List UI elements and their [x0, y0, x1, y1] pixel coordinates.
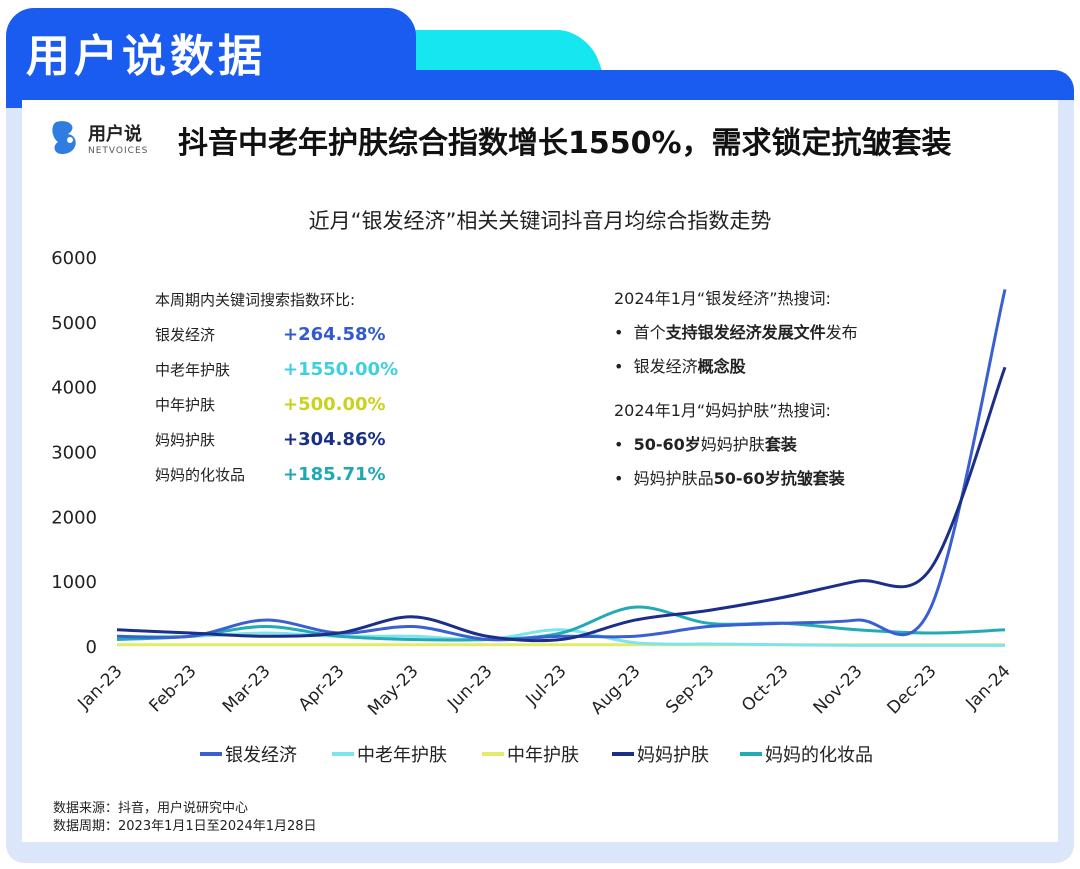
stat-row: 中老年护肤 +1550.00%	[155, 352, 398, 387]
stat-row: 中年护肤 +500.00%	[155, 387, 398, 422]
stat-value: +1550.00%	[283, 359, 399, 380]
stat-row: 银发经济 +264.58%	[155, 317, 398, 352]
x-tick-label: Sep-23	[662, 661, 718, 717]
hot-heading-2: 2024年1月“妈妈护肤”热搜词:	[614, 401, 831, 420]
x-tick-label: Feb-23	[145, 661, 200, 716]
x-tick-label: Apr-23	[295, 661, 349, 715]
stats-box: 本周期内关键词搜索指数环比: 银发经济 +264.58% 中老年护肤 +1550.00…	[155, 282, 398, 492]
legend-label: 中老年护肤	[357, 745, 447, 766]
series-line	[116, 366, 1007, 643]
y-tick-label: 5000	[51, 313, 97, 334]
stat-row: 妈妈护肤 +304.86%	[155, 422, 398, 457]
hot-words: 2024年1月“银发经济”热搜词: • 首个支持银发经济发展文件发布 • 银发经…	[614, 282, 858, 496]
series-line	[116, 289, 1007, 642]
stat-value: +304.86%	[283, 429, 386, 450]
x-tick-label: May-23	[364, 661, 422, 719]
series-line	[116, 605, 1006, 642]
period-line: 数据周期：2023年1月1日至2024年1月28日	[53, 819, 317, 834]
brand-title: 用户说数据	[26, 31, 266, 82]
stat-value: +264.58%	[283, 324, 386, 345]
source-line: 数据来源：抖音，用户说研究中心	[53, 801, 249, 816]
stat-label: 妈妈的化妆品	[155, 466, 246, 484]
hot-item: • 妈妈护肤品50-60岁抗皱套装	[614, 469, 845, 488]
y-tick-label: 0	[86, 637, 97, 658]
hot-item: • 银发经济概念股	[614, 357, 746, 376]
hot-heading-1: 2024年1月“银发经济”热搜词:	[614, 289, 831, 308]
content-panel	[22, 100, 1058, 842]
stat-row: 妈妈的化妆品 +185.71%	[155, 457, 398, 492]
header-tab	[6, 8, 416, 108]
stats-heading: 本周期内关键词搜索指数环比:	[155, 291, 356, 309]
x-tick-label: Dec-23	[883, 661, 940, 718]
y-tick-label: 2000	[51, 507, 97, 528]
logo-icon	[52, 121, 76, 154]
legend-label: 中年护肤	[507, 745, 579, 766]
stat-value: +185.71%	[283, 464, 386, 485]
hot-item: • 首个支持银发经济发展文件发布	[614, 323, 858, 342]
x-tick-label: Oct-23	[738, 661, 793, 716]
x-tick-label: Jan-23	[74, 661, 127, 714]
x-tick-label: Jun-23	[443, 661, 496, 714]
x-tick-label: Jan-24	[962, 661, 1015, 714]
chart-title: 近月“银发经济”相关关键词抖音月均综合指数走势	[308, 209, 772, 233]
x-tick-label: Mar-23	[219, 661, 275, 717]
y-tick-label: 1000	[51, 572, 97, 593]
hot-item: • 50-60岁妈妈护肤套装	[614, 435, 797, 454]
x-tick-label: Aug-23	[587, 661, 644, 718]
stat-label: 妈妈护肤	[155, 431, 216, 449]
y-tick-label: 6000	[51, 248, 97, 269]
x-tick-label: Nov-23	[810, 661, 867, 718]
logo-name: 用户说	[88, 124, 142, 145]
source-note: 数据来源：抖音，用户说研究中心 数据周期：2023年1月1日至2024年1月28…	[53, 800, 317, 836]
stat-label: 中老年护肤	[155, 361, 231, 379]
y-tick-label: 3000	[51, 443, 97, 464]
y-tick-label: 4000	[51, 378, 97, 399]
page-title: 抖音中老年护肤综合指数增长1550%，需求锁定抗皱套装	[178, 126, 952, 161]
legend-label: 妈妈的化妆品	[765, 745, 873, 766]
x-tick-label: Jul-23	[522, 661, 571, 710]
logo-sub: NETVOICES	[88, 146, 149, 156]
series-line	[116, 628, 1005, 647]
legend-label: 银发经济	[225, 745, 297, 766]
stat-label: 中年护肤	[155, 396, 216, 414]
stat-value: +500.00%	[283, 394, 386, 415]
legend-label: 妈妈护肤	[637, 745, 709, 766]
stat-label: 银发经济	[155, 326, 216, 344]
